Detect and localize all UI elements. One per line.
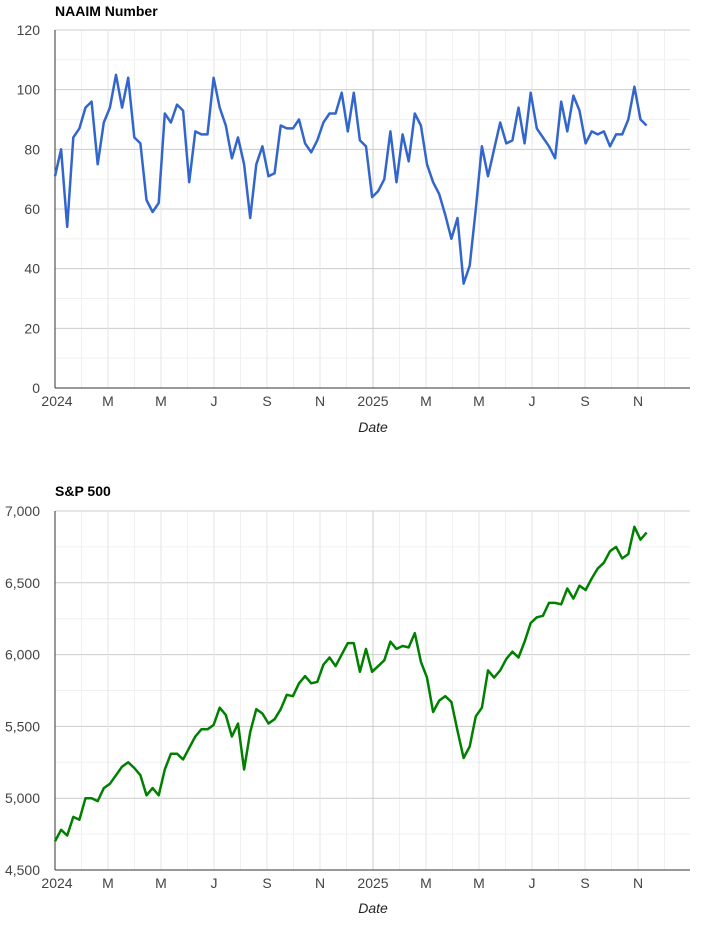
chart-0: NAAIM Number 0 20 40 60 80 100 120 2024 M M J S N 2025…	[17, 3, 690, 435]
x-axis-title: Date	[358, 419, 388, 435]
x-tick-label: N	[633, 875, 643, 891]
y-tick-label: 6,500	[5, 575, 40, 591]
x-tick-label: 2025	[357, 393, 388, 409]
x-tick-label: S	[262, 393, 271, 409]
x-tick-label: J	[211, 393, 218, 409]
x-tick-label: M	[102, 875, 114, 891]
chart-title: NAAIM Number	[55, 3, 158, 19]
x-tick-label: N	[315, 393, 325, 409]
x-axis-title: Date	[358, 900, 388, 916]
chart-1: S&P 500 4,500 5,000 5,500 6,000 6,500 7,000 202…	[5, 483, 690, 916]
x-tick-label: N	[315, 875, 325, 891]
x-tick-label: N	[633, 393, 643, 409]
x-tick-label: 2025	[357, 875, 388, 891]
x-tick-label: M	[473, 875, 485, 891]
x-tick-label: 2024	[41, 875, 72, 891]
x-tick-label: M	[155, 875, 167, 891]
x-tick-label: S	[580, 393, 589, 409]
x-tick-label: M	[473, 393, 485, 409]
y-tick-label: 40	[24, 261, 40, 277]
x-tick-label: M	[420, 875, 432, 891]
x-tick-label: 2024	[41, 393, 72, 409]
series-line-0	[53, 73, 648, 285]
y-tick-label: 0	[32, 380, 40, 396]
y-tick-label: 7,000	[5, 503, 40, 519]
x-tick-label: J	[529, 393, 536, 409]
y-tick-label: 80	[24, 141, 40, 157]
y-tick-label: 60	[24, 201, 40, 217]
y-tick-label: 4,500	[5, 862, 40, 878]
x-tick-label: M	[102, 393, 114, 409]
y-tick-label: 5,500	[5, 718, 40, 734]
x-tick-label: J	[529, 875, 536, 891]
y-tick-label: 6,000	[5, 647, 40, 663]
x-tick-label: M	[420, 393, 432, 409]
y-tick-label: 5,000	[5, 790, 40, 806]
chart-title: S&P 500	[55, 483, 111, 499]
y-tick-label: 120	[17, 22, 41, 38]
y-tick-label: 100	[17, 82, 41, 98]
series-line-0	[53, 525, 648, 842]
x-tick-label: J	[211, 875, 218, 891]
y-tick-label: 20	[24, 320, 40, 336]
x-tick-label: S	[262, 875, 271, 891]
x-tick-label: M	[155, 393, 167, 409]
x-tick-label: S	[580, 875, 589, 891]
